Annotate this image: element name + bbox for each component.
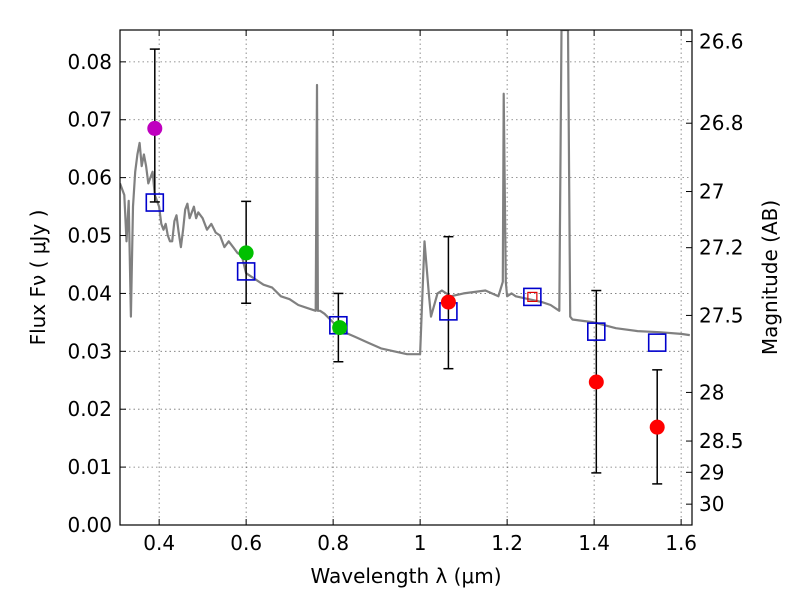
y-tick-label: 0.00 xyxy=(67,513,112,537)
observed-point xyxy=(147,120,163,136)
model-band-square xyxy=(236,262,256,281)
x-tick-label: 1.4 xyxy=(578,531,610,555)
observed-point xyxy=(440,294,456,310)
right-tick-label: 30 xyxy=(699,492,724,516)
right-axis-label: Magnitude (AB) xyxy=(758,200,782,355)
model-spectrum-line xyxy=(120,30,690,356)
observed-point xyxy=(332,320,348,336)
axis-ticks xyxy=(120,30,692,526)
y-tick-label: 0.01 xyxy=(67,455,112,479)
y-tick-label: 0.04 xyxy=(67,281,112,305)
observed-point xyxy=(588,374,604,390)
x-tick-label: 0.8 xyxy=(317,531,349,555)
y-tick-label: 0.03 xyxy=(67,339,112,363)
y-tick-label: 0.07 xyxy=(67,108,112,132)
model-band-square xyxy=(647,333,667,352)
observed-point xyxy=(649,419,665,435)
right-tick-label: 26.8 xyxy=(699,111,744,135)
model-spectrum-layer xyxy=(120,30,690,356)
y-axis-label: Flux Fν ( μJy ) xyxy=(26,210,50,346)
right-tick-label: 28.5 xyxy=(699,429,744,453)
model-band-square xyxy=(145,193,165,212)
plot-frame xyxy=(119,29,693,526)
right-tick-label: 27.5 xyxy=(699,303,744,327)
right-tick-label: 27 xyxy=(699,180,724,204)
y-tick-label: 0.02 xyxy=(67,397,112,421)
right-tick-label: 27.2 xyxy=(699,236,744,260)
model-band-square xyxy=(523,287,542,307)
y-tick-label: 0.08 xyxy=(67,50,112,74)
right-tick-label: 29 xyxy=(699,460,724,484)
y-tick-label: 0.06 xyxy=(67,166,112,190)
x-axis-label: Wavelength λ (μm) xyxy=(310,564,501,588)
model-band-inner-square xyxy=(527,291,538,302)
observed-point xyxy=(238,245,254,261)
right-tick-label: 28 xyxy=(699,380,724,404)
observed-photometry-layer xyxy=(147,120,665,435)
x-tick-label: 1 xyxy=(414,531,427,555)
x-tick-label: 1.6 xyxy=(665,531,697,555)
grid xyxy=(120,30,692,526)
x-tick-label: 0.6 xyxy=(230,531,262,555)
x-tick-label: 1.2 xyxy=(491,531,523,555)
model-band-square xyxy=(587,322,606,341)
y-tick-label: 0.05 xyxy=(67,224,112,248)
right-tick-label: 26.6 xyxy=(699,30,744,54)
x-tick-label: 0.4 xyxy=(143,531,175,555)
axis-labels: 0.4 0.6 0.8 1 1.2 1.4 1.6 0.00 0.01 0.02 0.03 0.04 0… xyxy=(26,30,782,588)
